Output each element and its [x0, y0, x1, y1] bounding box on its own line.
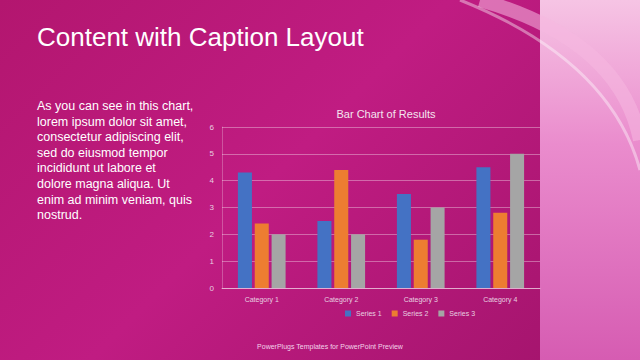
svg-text:Category 4: Category 4 — [483, 296, 517, 304]
svg-text:0: 0 — [210, 284, 215, 293]
svg-text:Category 2: Category 2 — [324, 296, 358, 304]
html-text:enim ad minim veniam, quis: enim ad minim veniam, quis — [37, 192, 192, 207]
html-text:Content with Caption Layout: Content with Caption Layout — [37, 22, 364, 52]
html-text:nostrud.: nostrud. — [37, 208, 83, 223]
svg-text:Bar Chart of Results: Bar Chart of Results — [336, 108, 436, 120]
svg-text:5: 5 — [210, 149, 215, 158]
html-text:As you can see in this chart,: As you can see in this chart, — [37, 99, 194, 113]
svg-text:3: 3 — [210, 203, 215, 212]
html-text:incididunt ut labore et: incididunt ut labore et — [37, 161, 156, 176]
svg-text:Category 3: Category 3 — [404, 296, 438, 304]
html-text:sed do eiusmod tempor: sed do eiusmod tempor — [37, 145, 168, 160]
svg-text:4: 4 — [210, 176, 215, 185]
html-text:dolore magna aliqua. Ut: dolore magna aliqua. Ut — [37, 177, 170, 191]
svg-text:Series 1: Series 1 — [356, 310, 382, 317]
html-text:PowerPlugs Templates for Power: PowerPlugs Templates for PowerPoint Prev… — [257, 343, 403, 350]
svg-text:1: 1 — [210, 257, 215, 266]
svg-text:Series 3: Series 3 — [449, 310, 475, 317]
svg-text:2: 2 — [210, 230, 215, 239]
svg-text:6: 6 — [210, 123, 215, 132]
svg-text:Series 2: Series 2 — [403, 310, 429, 317]
svg-text:Category 1: Category 1 — [245, 296, 279, 304]
html-text:consectetur adipiscing elit,: consectetur adipiscing elit, — [37, 130, 184, 145]
html-text:lorem ipsum dolor sit amet,: lorem ipsum dolor sit amet, — [37, 114, 188, 129]
